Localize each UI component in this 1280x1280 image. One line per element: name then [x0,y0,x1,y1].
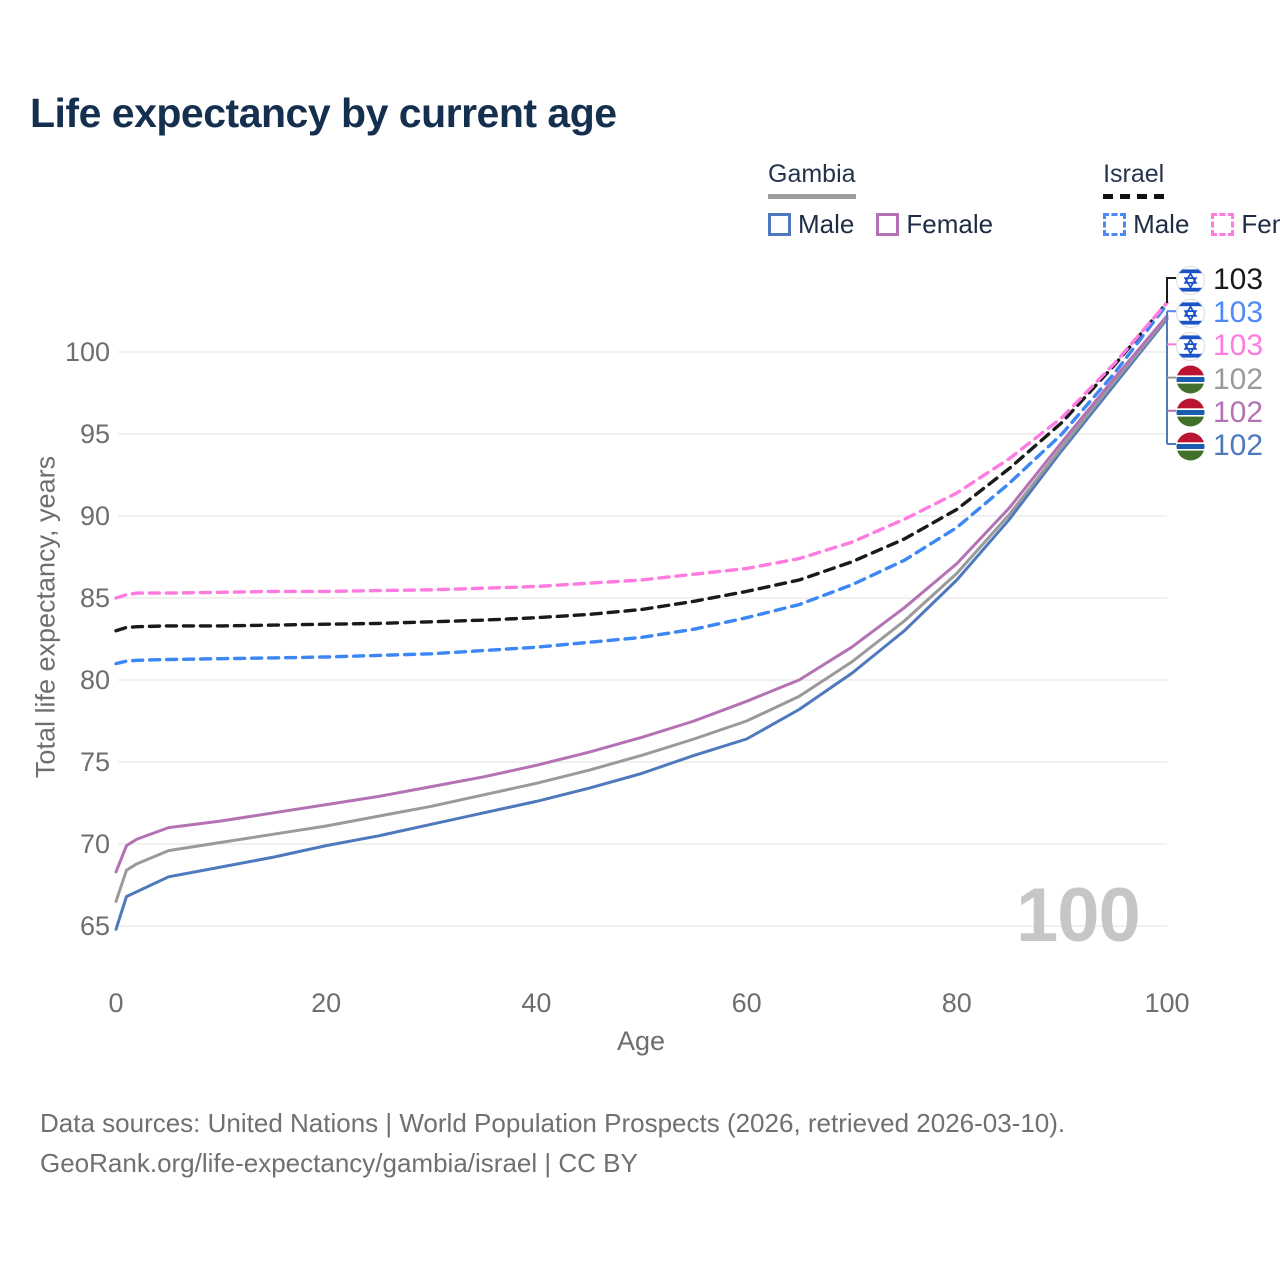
watermark-text: 100 [1016,873,1141,958]
x-tick-label-20: 20 [311,988,342,1018]
series-line-gambia-both[interactable] [114,316,1169,903]
y-tick-label-75: 75 [79,747,110,777]
end-label-gambia-4[interactable]: 102 [1176,396,1263,430]
y-tick-label-95: 95 [79,419,110,449]
legend-item-label: Male [1133,209,1190,239]
y-axis-title: Total life expectancy, years [30,455,61,779]
footer-data-sources: Data sources: United Nations | World Pop… [40,1108,1066,1138]
end-label-value: 102 [1213,429,1264,462]
end-label-israel-2[interactable]: 103 [1176,329,1263,363]
end-label-israel-0[interactable]: 103 [1176,263,1263,297]
end-label-value: 102 [1213,362,1264,396]
page-title: Life expectancy by current age [30,90,617,136]
y-tick-label-65: 65 [79,911,110,941]
legend-item-gambia-male[interactable]: Male [768,209,854,240]
legend-group-title-gambia[interactable]: Gambia [768,160,856,199]
legend-item-gambia-female[interactable]: Female [876,209,993,240]
end-label-value: 103 [1213,296,1264,330]
end-label-value: 103 [1213,329,1264,363]
series-line-israel-female[interactable] [114,301,1169,600]
connector-israel [1166,277,1176,303]
gambia-flag-icon [1176,365,1205,394]
x-axis-title: Age [616,1026,666,1056]
end-label-value: 103 [1213,263,1264,296]
end-label-gambia-3[interactable]: 102 [1176,363,1263,397]
legend-items-gambia: Male Female [768,209,993,240]
footer-attribution: GeoRank.org/life-expectancy/gambia/israe… [40,1148,638,1178]
end-label-israel-1[interactable]: 103 [1176,296,1263,330]
x-tick-label-0: 0 [108,988,124,1018]
series-line-gambia-female[interactable] [114,314,1169,874]
x-tick-label-60: 60 [731,988,762,1018]
legend-items-israel: Male Female [1103,209,1280,240]
gambia-flag-icon [1176,432,1205,460]
israel-flag-icon [1176,331,1205,361]
y-tick-label-100: 100 [64,337,110,367]
legend-swatch-icon [1103,213,1127,236]
y-tick-label-80: 80 [79,665,110,695]
legend-item-label: Female [1241,209,1280,239]
legend-swatch-icon [876,213,900,236]
y-tick-label-70: 70 [79,829,110,859]
legend-swatch-icon [1211,213,1235,236]
legend-swatch-icon [768,213,791,236]
x-tick-label-80: 80 [941,988,972,1018]
legend-group-gambia: Gambia Male Female [768,160,993,240]
end-label-value: 102 [1213,395,1264,429]
legend-group-israel: Israel Male Female [1103,160,1280,240]
gambia-flag-icon [1176,398,1205,427]
x-tick-label-40: 40 [521,988,552,1018]
series-line-gambia-male[interactable] [114,317,1169,931]
series-line-israel-male[interactable] [114,302,1169,666]
legend-group-title-israel[interactable]: Israel [1103,160,1165,199]
y-tick-label-90: 90 [79,501,110,531]
y-tick-label-85: 85 [79,583,110,613]
legend-item-label: Female [906,209,994,239]
legend-item-israel-female[interactable]: Female [1211,209,1280,240]
end-label-gambia-5[interactable]: 102 [1176,429,1263,463]
legend: Gambia Male Female Israel Male Female [768,160,1280,240]
legend-item-label: Male [798,209,855,239]
israel-flag-icon [1176,265,1205,295]
series-line-israel-both[interactable] [114,301,1169,633]
israel-flag-icon [1176,298,1205,328]
x-tick-label-100: 100 [1144,988,1190,1018]
legend-item-israel-male[interactable]: Male [1103,209,1189,240]
